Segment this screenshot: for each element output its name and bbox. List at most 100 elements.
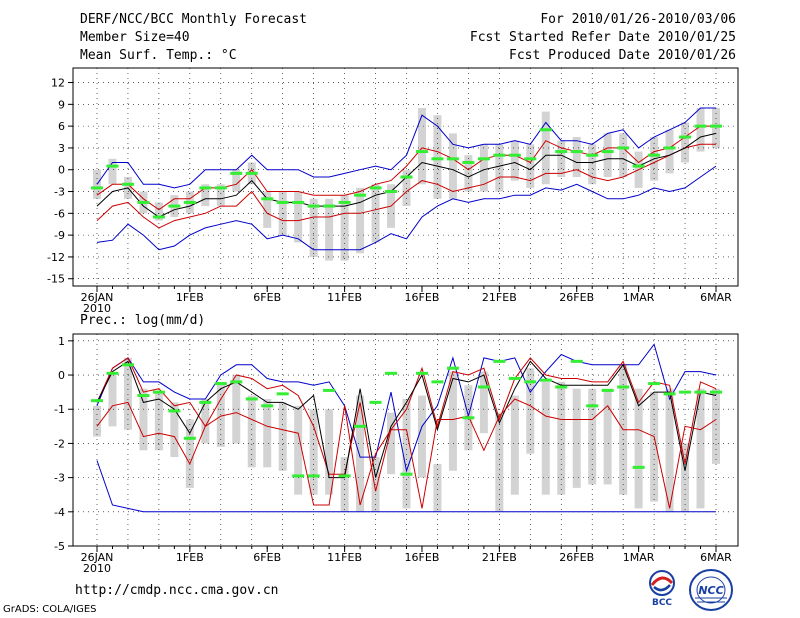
prec-series-p25 xyxy=(96,398,717,509)
temp-x-tick-label: 11FEB xyxy=(327,291,362,304)
temp-x-tick-label: 6FEB xyxy=(253,291,281,304)
temp-spread-box xyxy=(309,198,318,257)
temp-y-tick-label: 9 xyxy=(58,98,65,111)
temp-y-tick-label: -6 xyxy=(54,207,65,220)
bcc-logo-swirl xyxy=(650,576,674,586)
temp-x-tick-label: 16FEB xyxy=(405,291,440,304)
prec-x-tick-label: 26FEB xyxy=(559,551,594,564)
prec-spread-box xyxy=(309,409,318,495)
prec-spread-box xyxy=(232,375,241,444)
prec-frame xyxy=(72,333,739,547)
prec-spread-box xyxy=(650,392,659,502)
temp-y-tick-label: 12 xyxy=(51,77,65,90)
prec-spread-box xyxy=(93,405,101,437)
prec-spread-box xyxy=(123,357,132,430)
prec-spread-box xyxy=(665,388,674,512)
prec-spread-box xyxy=(402,398,411,509)
prec-spread-box xyxy=(495,412,504,512)
temp-spread-box xyxy=(201,184,210,207)
temp-spread-box xyxy=(294,191,303,243)
temp-spread-box xyxy=(417,107,426,185)
prec-spread-box xyxy=(247,395,256,468)
member-size: Member Size=40 xyxy=(80,30,190,45)
prec-spread-box xyxy=(170,402,179,458)
temp-y-tick-label: -9 xyxy=(54,229,65,242)
temp-spread-box xyxy=(154,202,163,221)
ncc-logo: NCC xyxy=(689,569,733,611)
prec-x-tick-label: 1FEB xyxy=(176,551,204,564)
temp-x-tick-label: 1FEB xyxy=(176,291,204,304)
forecast-started-date: Fcst Started Refer Date 2010/01/25 xyxy=(469,30,736,45)
temp-spread-box xyxy=(588,144,597,185)
prec-y-tick-label: -1 xyxy=(54,403,65,416)
temp-spread-box xyxy=(325,198,334,261)
prec-spread-box xyxy=(294,405,303,495)
temp-spread-box xyxy=(526,144,535,188)
prec-spread-box xyxy=(387,412,396,475)
temp-spread-box xyxy=(510,140,519,181)
prec-spread-box xyxy=(325,409,334,495)
temp-y-tick-label: -12 xyxy=(47,251,65,264)
temp-spread-box xyxy=(541,111,550,185)
prec-spread-box xyxy=(201,398,210,444)
temp-spread-box xyxy=(433,115,442,199)
temp-spread-box xyxy=(495,144,504,192)
prec-y-tick-label: -3 xyxy=(54,472,65,485)
prec-spread-box xyxy=(108,375,117,427)
prec-spread-box xyxy=(510,395,519,495)
temp-spread-box xyxy=(619,133,628,177)
prec-spread-box xyxy=(417,395,426,478)
temp-spread-box xyxy=(263,191,272,228)
source-url[interactable]: http://cmdp.ncc.cma.gov.cn xyxy=(75,583,279,598)
temp-spread-box xyxy=(712,107,720,148)
prec-y-tick-label: -5 xyxy=(54,540,65,553)
grads-credit: GrADS: COLA/IGES xyxy=(3,604,97,615)
temp-y-tick-label: -15 xyxy=(47,273,65,286)
prec-spread-box xyxy=(185,419,194,488)
temp-x-tick-label: 6MAR xyxy=(700,291,732,304)
temp-y-tick-label: -3 xyxy=(54,186,65,199)
prec-x-year-label: 2010 xyxy=(83,562,111,575)
prec-x-tick-label: 6MAR xyxy=(700,551,732,564)
temp-spread-box xyxy=(216,184,225,207)
prec-series-min xyxy=(96,460,716,513)
temp-x-tick-label: 21FEB xyxy=(482,291,517,304)
temp-spread-box xyxy=(448,133,457,199)
temp-spread-box xyxy=(232,169,241,192)
bcc-logo: BCC xyxy=(649,570,675,608)
prec-series-p75 xyxy=(96,357,717,492)
ncc-logo-ring xyxy=(689,569,733,611)
temp-spread-box xyxy=(340,195,349,261)
temp-spread-box xyxy=(356,187,365,254)
prec-series-mean xyxy=(96,360,717,479)
temp-x-year-label: 2010 xyxy=(83,302,111,315)
prec-x-tick-label: 26JAN xyxy=(81,551,114,564)
variable-label-temp: Mean Surf. Temp.: °C xyxy=(80,48,237,63)
prec-spread-box xyxy=(356,395,365,512)
prec-spread-box xyxy=(541,381,550,495)
prec-y-tick-label: 1 xyxy=(58,335,65,348)
temp-frame xyxy=(72,67,739,287)
temp-series-p75 xyxy=(96,143,716,229)
prec-spread-box xyxy=(696,388,705,509)
prec-spread-box xyxy=(263,398,272,468)
ncc-logo-inner-ring xyxy=(696,576,726,604)
bcc-logo-text: BCC xyxy=(652,598,672,608)
temp-series-max xyxy=(96,165,717,251)
temp-series-p25 xyxy=(96,125,716,211)
prec-spread-box xyxy=(139,388,148,451)
temp-spread-box xyxy=(681,122,690,163)
prec-spread-box xyxy=(433,463,442,512)
prec-x-tick-label: 11FEB xyxy=(327,551,362,564)
chart-title: DERF/NCC/BCC Monthly Forecast xyxy=(80,12,307,27)
prec-spread-box xyxy=(526,368,535,454)
forecast-produced-date: Fcst Produced Date 2010/01/26 xyxy=(509,48,736,63)
prec-x-tick-label: 1MAR xyxy=(623,551,655,564)
prec-spread-box xyxy=(681,443,690,512)
prec-y-tick-label: 0 xyxy=(58,369,65,382)
temp-spread-box xyxy=(696,107,705,152)
temp-y-tick-label: 6 xyxy=(58,120,65,133)
prec-spread-box xyxy=(634,388,643,509)
temp-spread-box xyxy=(402,169,411,207)
